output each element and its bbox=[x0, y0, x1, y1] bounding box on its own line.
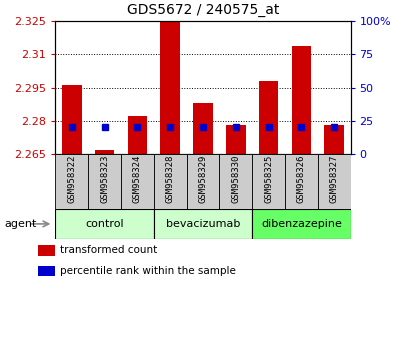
Bar bbox=[55, 209, 153, 239]
Text: GSM958322: GSM958322 bbox=[67, 154, 76, 203]
Bar bbox=[219, 154, 252, 209]
Text: GSM958328: GSM958328 bbox=[165, 154, 174, 203]
Text: dibenzazepine: dibenzazepine bbox=[260, 219, 341, 229]
Text: bevacizumab: bevacizumab bbox=[165, 219, 240, 229]
Text: GSM958330: GSM958330 bbox=[231, 154, 240, 203]
Title: GDS5672 / 240575_at: GDS5672 / 240575_at bbox=[126, 4, 279, 17]
Text: transformed count: transformed count bbox=[60, 245, 157, 256]
Bar bbox=[88, 154, 121, 209]
Bar bbox=[193, 103, 212, 154]
Bar bbox=[94, 150, 114, 154]
Bar bbox=[121, 154, 153, 209]
Bar bbox=[160, 21, 180, 154]
Bar bbox=[153, 154, 186, 209]
Bar bbox=[284, 154, 317, 209]
Text: agent: agent bbox=[4, 219, 36, 229]
Bar bbox=[38, 245, 55, 256]
Text: percentile rank within the sample: percentile rank within the sample bbox=[60, 266, 236, 276]
Bar bbox=[127, 116, 147, 154]
Bar bbox=[225, 125, 245, 154]
Bar bbox=[55, 154, 88, 209]
Bar bbox=[62, 85, 81, 154]
Text: GSM958327: GSM958327 bbox=[329, 154, 338, 203]
Bar bbox=[317, 154, 350, 209]
Bar bbox=[186, 154, 219, 209]
Text: GSM958323: GSM958323 bbox=[100, 154, 109, 203]
Text: control: control bbox=[85, 219, 124, 229]
Bar bbox=[291, 46, 310, 154]
Bar bbox=[258, 81, 278, 154]
Text: GSM958329: GSM958329 bbox=[198, 154, 207, 203]
Text: GSM958326: GSM958326 bbox=[296, 154, 305, 203]
Bar bbox=[38, 266, 55, 276]
Text: GSM958324: GSM958324 bbox=[133, 154, 142, 203]
Bar bbox=[324, 125, 343, 154]
Bar bbox=[252, 209, 350, 239]
Bar bbox=[153, 209, 252, 239]
Bar bbox=[252, 154, 284, 209]
Text: GSM958325: GSM958325 bbox=[263, 154, 272, 203]
